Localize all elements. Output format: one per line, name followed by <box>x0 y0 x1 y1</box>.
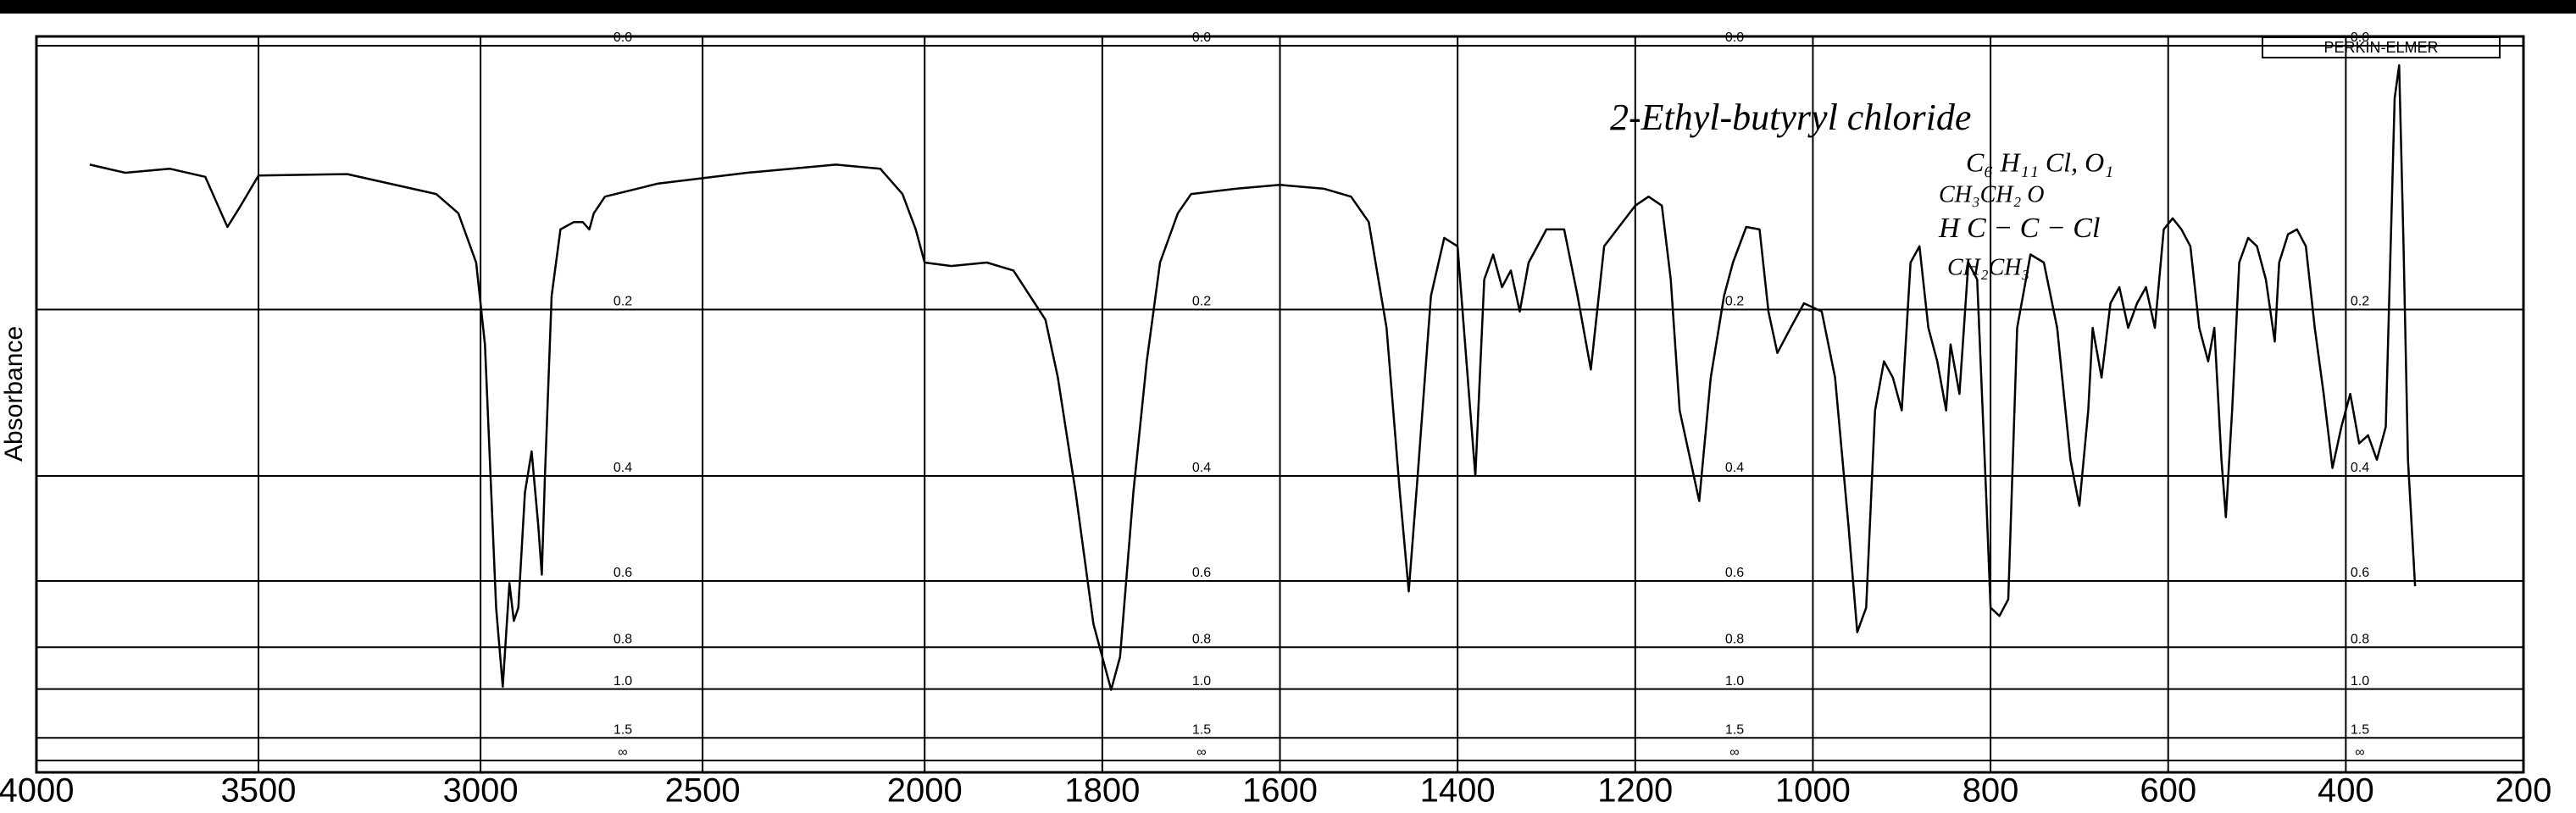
y-tick-label: ∞ <box>2355 745 2364 760</box>
x-tick-label: 1200 <box>1597 772 1673 810</box>
annotation: C₆ H₁₁ Cl, O₁ <box>1966 147 2113 177</box>
y-tick-label: 0.6 <box>1192 566 1211 580</box>
y-tick-label: 1.0 <box>613 674 632 689</box>
x-tick-label: 2000 <box>887 772 963 810</box>
brand-box <box>2262 36 2501 58</box>
x-tick-label: 600 <box>2140 772 2196 810</box>
y-tick-label: 0.4 <box>1192 461 1211 475</box>
x-tick-label: 3000 <box>443 772 519 810</box>
x-tick-label: 200 <box>2496 772 2552 810</box>
x-tick-label: 2500 <box>665 772 741 810</box>
y-tick-label: 0.6 <box>1725 566 1744 580</box>
y-tick-label: 0.8 <box>1725 632 1744 646</box>
x-tick-label: 800 <box>1963 772 2019 810</box>
y-tick-label: 0.2 <box>1192 295 1211 309</box>
x-tick-label: 3500 <box>221 772 297 810</box>
y-tick-label: 1.0 <box>1192 674 1211 689</box>
y-tick-label: 1.5 <box>613 723 632 738</box>
y-tick-label: 0.4 <box>2351 461 2369 475</box>
y-tick-label: 0.8 <box>2351 632 2369 646</box>
y-tick-label: 0.6 <box>2351 566 2369 580</box>
x-tick-label: 1600 <box>1242 772 1318 810</box>
y-tick-label: 0.0 <box>2351 30 2369 45</box>
y-tick-label: 0.2 <box>2351 295 2369 309</box>
brand-label: PERKIN-ELMER <box>2323 39 2438 56</box>
y-tick-label: ∞ <box>1729 745 1739 760</box>
annotation: CH₃CH₂ O <box>1939 181 2044 207</box>
annotation: CH₂CH₃ <box>1947 254 2029 280</box>
y-tick-label: 0.0 <box>1192 30 1211 45</box>
y-tick-label: 0.8 <box>613 632 632 646</box>
x-tick-label: 1400 <box>1420 772 1496 810</box>
y-tick-label: 1.5 <box>2351 723 2369 738</box>
x-tick-label: 1800 <box>1064 772 1140 810</box>
y-tick-label: 0.0 <box>613 30 632 45</box>
y-tick-label: ∞ <box>618 745 627 760</box>
y-tick-label: 0.8 <box>1192 632 1211 646</box>
x-tick-label: 400 <box>2318 772 2374 810</box>
y-tick-label: ∞ <box>1196 745 1206 760</box>
y-tick-label: 1.0 <box>1725 674 1744 689</box>
y-axis-title: Absorbance <box>0 326 28 462</box>
x-tick-label: 1000 <box>1775 772 1851 810</box>
top-scale-bar <box>0 0 2576 14</box>
spectrum-line <box>89 64 2417 691</box>
y-tick-label: 1.5 <box>1192 723 1211 738</box>
y-tick-label: 0.2 <box>613 295 632 309</box>
y-tick-label: 0.4 <box>613 461 632 475</box>
y-tick-label: 1.0 <box>2351 674 2369 689</box>
y-tick-label: 0.6 <box>613 566 632 580</box>
y-tick-label: 0.0 <box>1725 30 1744 45</box>
y-tick-label: 0.2 <box>1725 295 1744 309</box>
y-tick-label: 0.4 <box>1725 461 1744 475</box>
annotation: H C − C − Cl <box>1938 213 2100 244</box>
x-tick-label: 4000 <box>0 772 74 810</box>
annotation: 2-Ethyl-butyryl chloride <box>1610 97 1971 138</box>
y-tick-label: 1.5 <box>1725 723 1744 738</box>
